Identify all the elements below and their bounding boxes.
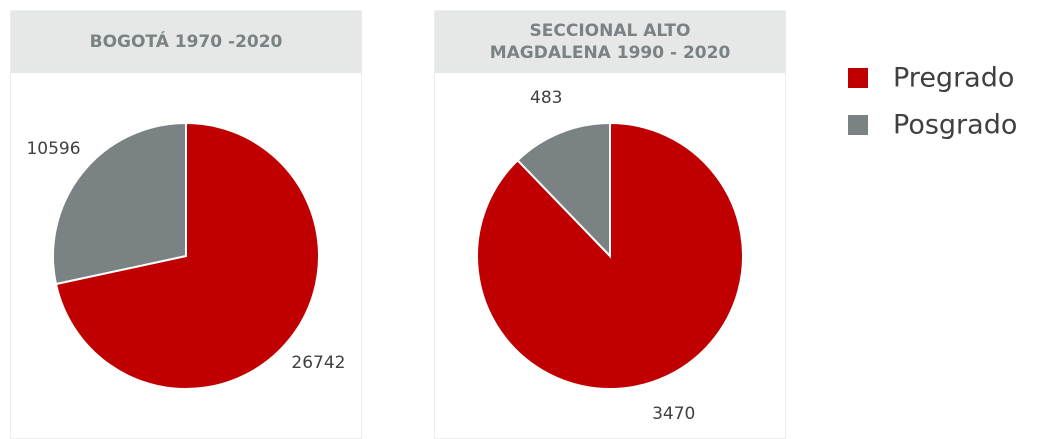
chart-panel: SECCIONAL ALTO MAGDALENA 1990 - 2020 [434, 10, 786, 439]
data-label: 10596 [26, 139, 80, 159]
data-label: 483 [530, 88, 562, 108]
pie-slice [54, 121, 320, 390]
chart-title: BOGOTÁ 1970 -2020 [11, 11, 361, 73]
legend-swatch [848, 115, 868, 135]
data-label: 26742 [291, 353, 345, 373]
legend-label: Pregrado [893, 63, 1014, 94]
legend-swatch [848, 68, 868, 88]
pie-slice [516, 121, 611, 259]
data-label: 3470 [652, 404, 695, 424]
chart-title: SECCIONAL ALTO MAGDALENA 1990 - 2020 [435, 11, 785, 73]
chart-panel: BOGOTÁ 1970 -2020 [10, 10, 362, 439]
pie-slice [52, 121, 187, 286]
legend-label: Posgrado [893, 110, 1017, 141]
